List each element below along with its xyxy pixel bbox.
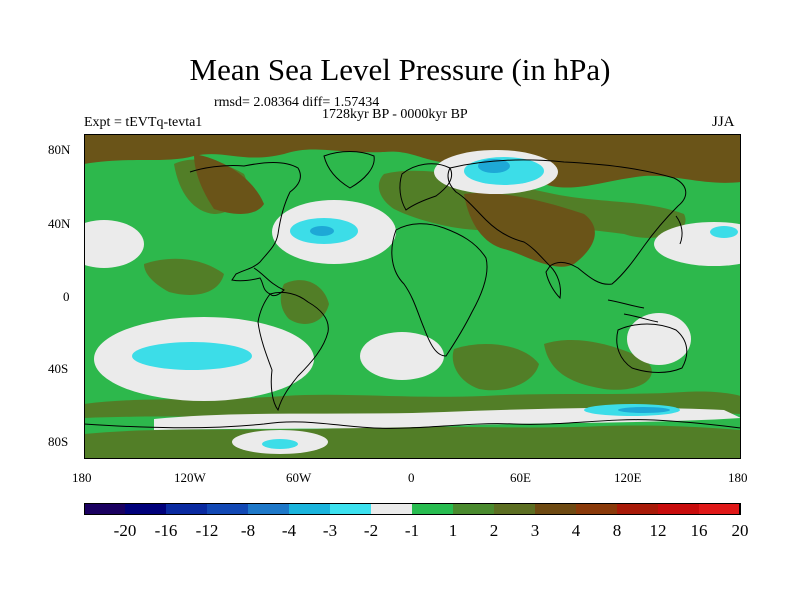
field-white-south-indian [627, 313, 691, 365]
period-label: 1728kyr BP - 0000kyr BP [322, 107, 468, 122]
lon-tick-60e: 60E [510, 470, 531, 485]
colorbar-label: -20 [113, 521, 137, 540]
field-blue-antarctic-east [618, 407, 670, 413]
colorbar-label: 2 [489, 521, 499, 540]
lat-tick-80s: 80S [48, 434, 69, 449]
colorbar-label: -16 [154, 521, 178, 540]
colorbar-label: 8 [612, 521, 622, 540]
colorbar-label: 16 [690, 521, 708, 540]
coast-greenland [323, 151, 375, 189]
field-blue-arctic [478, 159, 510, 173]
lon-tick-60w: 60W [286, 470, 312, 485]
lon-tick-180e: 180 [728, 470, 748, 485]
colorbar-label: 4 [571, 521, 581, 540]
colorbar-label: 20 [731, 521, 749, 540]
field-cyan-south-pacific [132, 342, 252, 370]
coast-australia [616, 323, 688, 373]
field-brown-arctic [84, 134, 741, 188]
field-olive-south-pacific [280, 280, 329, 324]
field-cyan-ross [262, 439, 298, 449]
colorbar-label: 1 [448, 521, 458, 540]
field-white-south-atlantic [360, 332, 444, 380]
colorbar-frame [84, 503, 740, 515]
colorbar-label: -12 [195, 521, 219, 540]
coast-antarctica [84, 419, 741, 429]
colorbar [84, 503, 741, 515]
coast-north-america [189, 162, 301, 297]
colorbar-label: -8 [240, 521, 256, 540]
field-white-north-pacific-west [84, 220, 144, 268]
season-label: JJA [712, 114, 735, 130]
lon-tick-120w: 120W [174, 470, 206, 485]
lat-tick-40n: 40N [48, 216, 71, 231]
coast-indonesia [607, 299, 659, 323]
colorbar-label: -2 [363, 521, 379, 540]
colorbar-label: -3 [322, 521, 338, 540]
map-title: Mean Sea Level Pressure (in hPa) [189, 52, 611, 87]
lon-tick-120e: 120E [614, 470, 642, 485]
field-cyan-north-pacific [710, 226, 738, 238]
field-blue-north-atlantic [310, 226, 334, 236]
colorbar-label: -1 [404, 521, 420, 540]
lon-tick-180w: 180 [72, 470, 92, 485]
stats-text: rmsd= 2.08364 diff= 1.57434 [214, 95, 380, 110]
colorbar-label: -4 [281, 521, 297, 540]
coast-japan [675, 215, 683, 245]
coast-south-america [257, 291, 329, 412]
colorbar-swatch [699, 503, 741, 515]
lat-tick-40s: 40S [48, 361, 69, 376]
field-olive-indian [544, 339, 652, 390]
lat-tick-0: 0 [63, 289, 70, 304]
pressure-map [84, 134, 741, 459]
field-olive-east-pacific [144, 258, 224, 295]
coast-europe [399, 163, 452, 211]
field-olive-south-atlantic [452, 344, 539, 391]
field-brown-pacific-north [194, 154, 264, 214]
lon-tick-0: 0 [408, 470, 415, 485]
coastlines [84, 151, 741, 429]
coast-africa [391, 223, 488, 357]
coast-india [545, 265, 561, 300]
field-olive-antarctic [84, 425, 741, 459]
experiment-label: Expt = tEVTq-tevta1 [84, 115, 203, 130]
colorbar-label: 12 [649, 521, 667, 540]
coast-asia [447, 159, 687, 285]
field-brown-asia [464, 193, 595, 267]
map-frame [84, 134, 741, 459]
colorbar-label: 3 [530, 521, 540, 540]
lat-tick-80n: 80N [48, 142, 71, 157]
